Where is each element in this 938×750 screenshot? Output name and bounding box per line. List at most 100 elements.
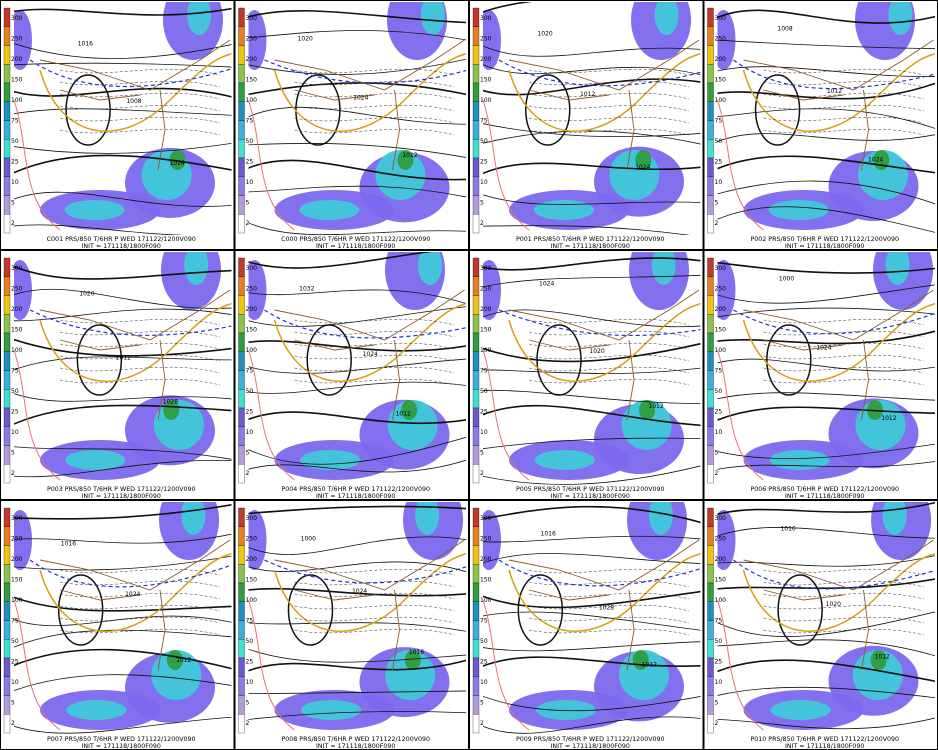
dashed-contour [59, 366, 221, 374]
contour-label: 1012 [881, 415, 896, 422]
colorbar-segment [707, 157, 714, 177]
contour-label: 1016 [409, 649, 424, 656]
colorbar-segment [472, 601, 480, 621]
contour-label: 1024 [353, 94, 368, 101]
isobar [248, 106, 466, 125]
colorbar-segment [3, 620, 11, 640]
contour-label: 1020 [537, 30, 552, 37]
isobar [717, 717, 935, 730]
contour-label: 1000 [779, 275, 794, 282]
colorbar-segment [707, 351, 714, 371]
colorbar-label: 75 [246, 368, 254, 375]
colorbar-segment [3, 45, 11, 65]
contour-label: 1012 [396, 411, 411, 418]
colorbar-label: 100 [715, 347, 727, 354]
contour-label: 1024 [169, 160, 184, 167]
colorbar-label: 200 [11, 306, 23, 313]
isobar [248, 536, 466, 555]
isobar [717, 307, 935, 318]
colorbar-label: 75 [480, 368, 488, 375]
isobar [717, 330, 935, 345]
dashed-contour [59, 378, 221, 386]
dashed-contour [763, 628, 924, 636]
precip-area [717, 510, 736, 570]
isobar [248, 436, 466, 465]
caption-bg [14, 735, 232, 749]
map-area: 1016 1020 1012 [717, 502, 935, 731]
isobar [483, 611, 701, 631]
precip-area [387, 400, 438, 450]
contour-label: 1024 [816, 344, 831, 351]
temp-line [717, 599, 764, 731]
precip-area [64, 200, 125, 220]
colorbar-segment [3, 295, 11, 315]
temp-line [733, 559, 935, 590]
colorbar-segment [707, 601, 714, 621]
precip-area [621, 400, 672, 450]
panel-label: P010 PRS/850 T/6HR P WED 171122/1200V090 [750, 736, 899, 743]
colorbar-segment [707, 276, 714, 296]
colorbar-segment [707, 657, 714, 677]
map-panel: 1024 1020 1012 300 250 200 150 100 75 50 25 10 5 2 P00… [469, 250, 704, 500]
colorbar-segment [238, 82, 245, 102]
colorbar-segment [707, 564, 714, 584]
colorbar-label: 250 [480, 286, 492, 293]
colorbar-segment [238, 620, 245, 640]
colorbar-label: 2 [480, 470, 484, 477]
dashed-contour [763, 604, 924, 612]
dashed-contour [294, 330, 455, 338]
contour-label: 1028 [163, 398, 178, 405]
colorbar-label: 300 [11, 265, 23, 272]
isobar [717, 502, 935, 516]
dashed-contour [294, 80, 455, 88]
colorbar-label: 250 [246, 36, 258, 43]
colorbar-label: 10 [11, 679, 19, 686]
dashed-contour [294, 342, 455, 350]
dashed-contour [763, 318, 924, 326]
colorbar-segment [238, 176, 245, 196]
colorbar-segment [3, 314, 11, 334]
colorbar-segment [472, 351, 480, 371]
colorbar-segment [3, 351, 11, 371]
dashed-contour [294, 68, 455, 76]
colorbar-segment [707, 314, 714, 334]
precip-area [483, 10, 501, 70]
dashed-contour [528, 354, 690, 362]
precip-area [483, 510, 501, 570]
caption-bg [717, 735, 935, 749]
isobar [483, 342, 701, 363]
isobar [483, 505, 701, 524]
precip-area [535, 700, 596, 720]
isobar [14, 674, 232, 692]
contour-label: 1012 [875, 654, 890, 661]
temp-line [483, 599, 530, 731]
colorbar-label: 100 [715, 597, 727, 604]
init-label: INIT = 171118/1800F090 [82, 243, 161, 250]
panel-label: P003 PRS/850 T/6HR P WED 171122/1200V090 [47, 486, 196, 493]
colorbar-segment [707, 526, 714, 546]
map-panel: 1000 1024 1016 300 250 200 150 100 75 50 25 10 5 2 P00… [234, 500, 469, 750]
colorbar-label: 25 [11, 658, 19, 665]
contour-label: 1016 [780, 525, 795, 532]
dashed-contour [763, 330, 924, 338]
isobar [248, 459, 466, 473]
colorbar-segment [238, 582, 245, 602]
colorbar-segment [3, 582, 11, 602]
colorbar-segment [3, 101, 11, 121]
temp-line [264, 309, 466, 339]
temp-line [14, 599, 61, 731]
colorbar-label: 75 [480, 618, 488, 625]
init-label: INIT = 171118/1800F090 [551, 493, 630, 500]
map-panel: 1016 1020 1012 300 250 200 150 100 75 50 25 10 5 2 P01… [703, 500, 938, 750]
colorbar-segment [472, 64, 480, 84]
coastline [743, 289, 934, 421]
dashed-contour [528, 104, 690, 112]
colorbar-segment [238, 276, 245, 296]
contour-label: 1016 [78, 40, 93, 47]
contour-label: 1012 [648, 403, 663, 410]
contour-label: 1008 [126, 98, 141, 105]
contour-label: 1020 [589, 348, 604, 355]
colorbar-label: 250 [480, 36, 492, 43]
colorbar-label: 50 [11, 388, 19, 395]
contour-label: 1020 [298, 35, 313, 42]
